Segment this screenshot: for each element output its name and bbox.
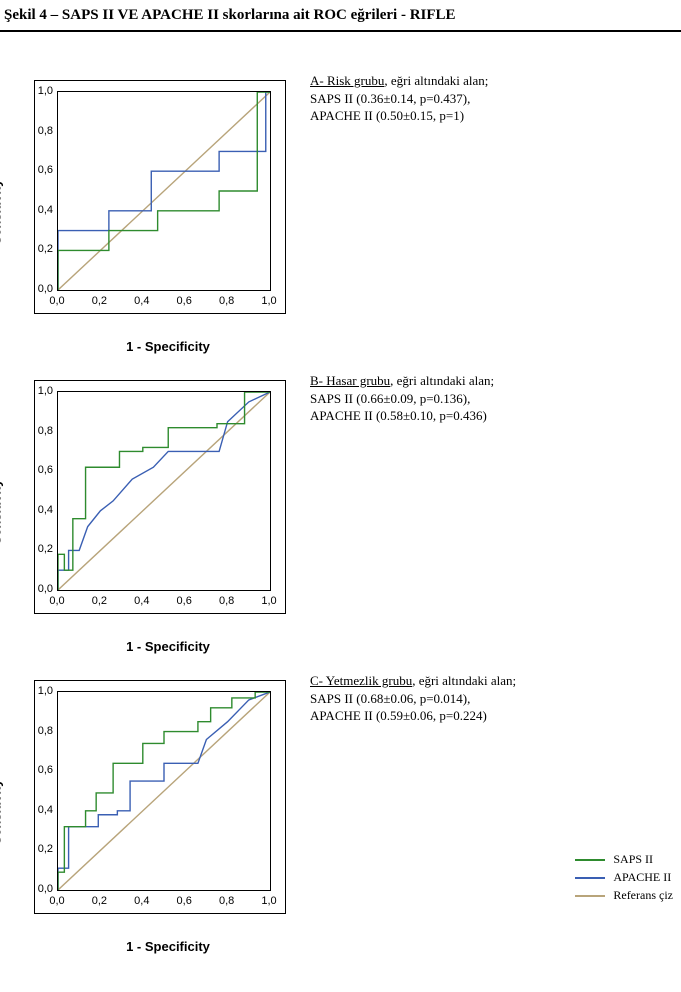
x-tick-label: 0,0 xyxy=(49,895,64,907)
y-tick-label: 0,8 xyxy=(38,425,53,437)
legend: SAPS II APACHE II Referans çiz xyxy=(575,849,673,906)
figure-page: Şekil 4 – SAPS II VE APACHE II skorların… xyxy=(0,0,681,992)
x-tick-label: 0,4 xyxy=(134,295,149,307)
legend-saps: SAPS II xyxy=(575,852,673,867)
x-tick-label: 0,4 xyxy=(134,895,149,907)
legend-saps-swatch xyxy=(575,859,605,861)
legend-apache-swatch xyxy=(575,877,605,879)
legend-saps-label: SAPS II xyxy=(613,852,653,867)
x-tick-label: 0,8 xyxy=(219,295,234,307)
y-tick-label: 1,0 xyxy=(38,85,53,97)
x-tick-label: 0,8 xyxy=(219,895,234,907)
panel-c-caption: C- Yetmezlik grubu, eğri altındaki alan;… xyxy=(300,672,681,725)
y-tick-label: 0,4 xyxy=(38,504,53,516)
x-axis-label: 1 - Specificity xyxy=(126,339,210,354)
x-tick-label: 0,2 xyxy=(92,595,107,607)
y-tick-label: 0,6 xyxy=(38,764,53,776)
y-tick-label: 1,0 xyxy=(38,685,53,697)
y-tick-label: 0,0 xyxy=(38,883,53,895)
panel-c-chart-cell: Sensitivity1 - Specificity0,00,00,20,20,… xyxy=(0,672,300,952)
panel-b-chart: Sensitivity1 - Specificity0,00,00,20,20,… xyxy=(0,372,300,652)
panel-a-caption-tail: , eğri altındaki alan; xyxy=(384,73,488,88)
reference-line xyxy=(58,692,270,890)
plot-axes xyxy=(57,691,271,891)
panel-a-chart-cell: Sensitivity1 - Specificity0,00,00,20,20,… xyxy=(0,72,300,352)
x-tick-label: 0,6 xyxy=(177,595,192,607)
y-tick-label: 0,0 xyxy=(38,283,53,295)
panel-c-caption-tail: , eğri altındaki alan; xyxy=(412,673,516,688)
y-tick-label: 0,4 xyxy=(38,804,53,816)
x-tick-label: 0,0 xyxy=(49,595,64,607)
panel-b-line3: APACHE II (0.58±0.10, p=0.436) xyxy=(310,408,487,423)
legend-reference: Referans çiz xyxy=(575,888,673,903)
x-tick-label: 1,0 xyxy=(261,595,276,607)
plot-outer-frame: 0,00,0 0,2 0,2 0,4 0,4 0,6 0,6 0,8 0,8 1,0 1,0 xyxy=(34,380,286,614)
x-tick-label: 0,6 xyxy=(177,895,192,907)
y-tick-label: 1,0 xyxy=(38,385,53,397)
plot-axes xyxy=(57,91,271,291)
x-tick-label: 0,0 xyxy=(49,295,64,307)
panel-b-caption-tail: , eğri altındaki alan; xyxy=(390,373,494,388)
panel-b-caption: B- Hasar grubu, eğri altındaki alan; SAP… xyxy=(300,372,681,425)
y-tick-label: 0,2 xyxy=(38,843,53,855)
x-tick-label: 0,2 xyxy=(92,295,107,307)
panel-a-row: Sensitivity1 - Specificity0,00,00,20,20,… xyxy=(0,72,681,352)
y-axis-label: Sensitivity xyxy=(0,179,4,244)
panel-c-chart: Sensitivity1 - Specificity0,00,00,20,20,… xyxy=(0,672,300,952)
y-tick-label: 0,8 xyxy=(38,125,53,137)
y-tick-label: 0,8 xyxy=(38,725,53,737)
panel-b-line2: SAPS II (0.66±0.09, p=0.136), xyxy=(310,391,470,406)
y-tick-label: 0,0 xyxy=(38,583,53,595)
figure-title: Şekil 4 – SAPS II VE APACHE II skorların… xyxy=(4,7,456,23)
x-axis-label: 1 - Specificity xyxy=(126,639,210,654)
panel-a-line3: APACHE II (0.50±0.15, p=1) xyxy=(310,108,464,123)
y-axis-label: Sensitivity xyxy=(0,479,4,544)
plot-lines xyxy=(58,92,270,290)
panel-a-line2: SAPS II (0.36±0.14, p=0.437), xyxy=(310,91,470,106)
panel-b-caption-head: B- Hasar grubu xyxy=(310,373,390,388)
panel-a-caption-head: A- Risk grubu xyxy=(310,73,384,88)
x-tick-label: 0,4 xyxy=(134,595,149,607)
plot-axes xyxy=(57,391,271,591)
x-axis-label: 1 - Specificity xyxy=(126,939,210,954)
y-axis-label: Sensitivity xyxy=(0,779,4,844)
y-tick-label: 0,6 xyxy=(38,464,53,476)
x-tick-label: 0,6 xyxy=(177,295,192,307)
panel-a-caption: A- Risk grubu, eğri altındaki alan; SAPS… xyxy=(300,72,681,125)
x-tick-label: 0,2 xyxy=(92,895,107,907)
panel-c-row: Sensitivity1 - Specificity0,00,00,20,20,… xyxy=(0,672,681,952)
legend-apache: APACHE II xyxy=(575,870,673,885)
legend-reference-swatch xyxy=(575,895,605,897)
panel-a-chart: Sensitivity1 - Specificity0,00,00,20,20,… xyxy=(0,72,300,352)
x-tick-label: 0,8 xyxy=(219,595,234,607)
plot-outer-frame: 0,00,0 0,2 0,2 0,4 0,4 0,6 0,6 0,8 0,8 1,0 1,0 xyxy=(34,80,286,314)
plot-lines xyxy=(58,692,270,890)
reference-line xyxy=(58,392,270,590)
legend-apache-label: APACHE II xyxy=(613,870,671,885)
x-tick-label: 1,0 xyxy=(261,895,276,907)
plot-lines xyxy=(58,392,270,590)
panel-c-caption-head: C- Yetmezlik grubu xyxy=(310,673,412,688)
legend-reference-label: Referans çiz xyxy=(613,888,673,903)
y-tick-label: 0,2 xyxy=(38,243,53,255)
plot-outer-frame: 0,00,0 0,2 0,2 0,4 0,4 0,6 0,6 0,8 0,8 1,0 1,0 xyxy=(34,680,286,914)
panel-c-line2: SAPS II (0.68±0.06, p=0.014), xyxy=(310,691,470,706)
y-tick-label: 0,2 xyxy=(38,543,53,555)
figure-title-container: Şekil 4 – SAPS II VE APACHE II skorların… xyxy=(0,4,681,32)
panel-c-line3: APACHE II (0.59±0.06, p=0.224) xyxy=(310,708,487,723)
panel-b-row: Sensitivity1 - Specificity0,00,00,20,20,… xyxy=(0,372,681,652)
y-tick-label: 0,4 xyxy=(38,204,53,216)
panel-b-chart-cell: Sensitivity1 - Specificity0,00,00,20,20,… xyxy=(0,372,300,652)
x-tick-label: 1,0 xyxy=(261,295,276,307)
y-tick-label: 0,6 xyxy=(38,164,53,176)
